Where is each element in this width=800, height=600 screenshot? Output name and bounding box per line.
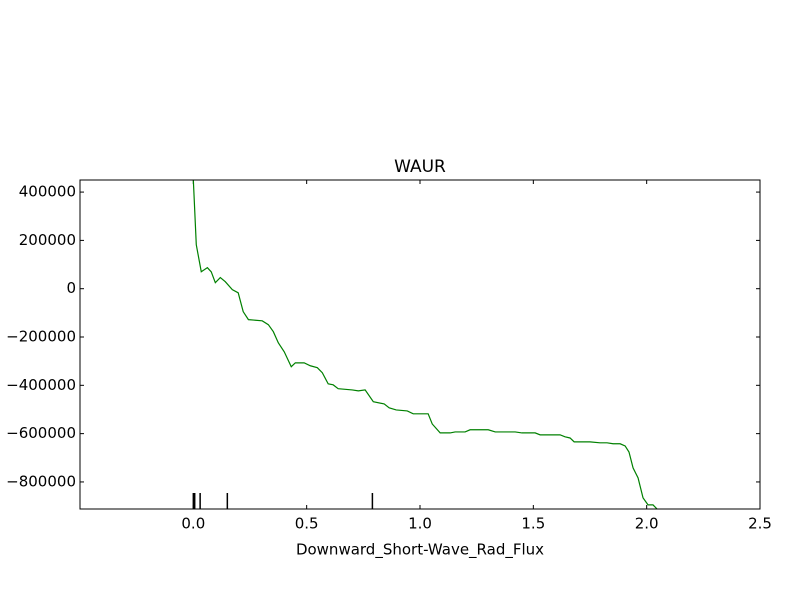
x-tick-label: 2.0 [635,515,659,533]
y-tick-label: −800000 [6,472,76,490]
x-tick-label: 2.5 [748,515,772,533]
y-tick-label: −200000 [6,328,76,346]
axes-frame [79,179,761,510]
y-tick-label: 400000 [19,183,76,201]
y-tick-label: 0 [66,279,76,297]
x-tick-label: 1.5 [521,515,545,533]
x-tick-label: 0.0 [181,515,205,533]
y-tick-label: −600000 [6,424,76,442]
chart-title: WAUR [394,157,446,177]
x-axis-label: Downward_Short-Wave_Rad_Flux [296,541,544,560]
line [192,180,658,509]
x-tick-label: 1.0 [408,515,432,533]
y-tick-label: 200000 [19,231,76,249]
y-tick-label: −400000 [6,376,76,394]
plot-area [192,180,658,509]
x-tick-label: 0.5 [295,515,319,533]
